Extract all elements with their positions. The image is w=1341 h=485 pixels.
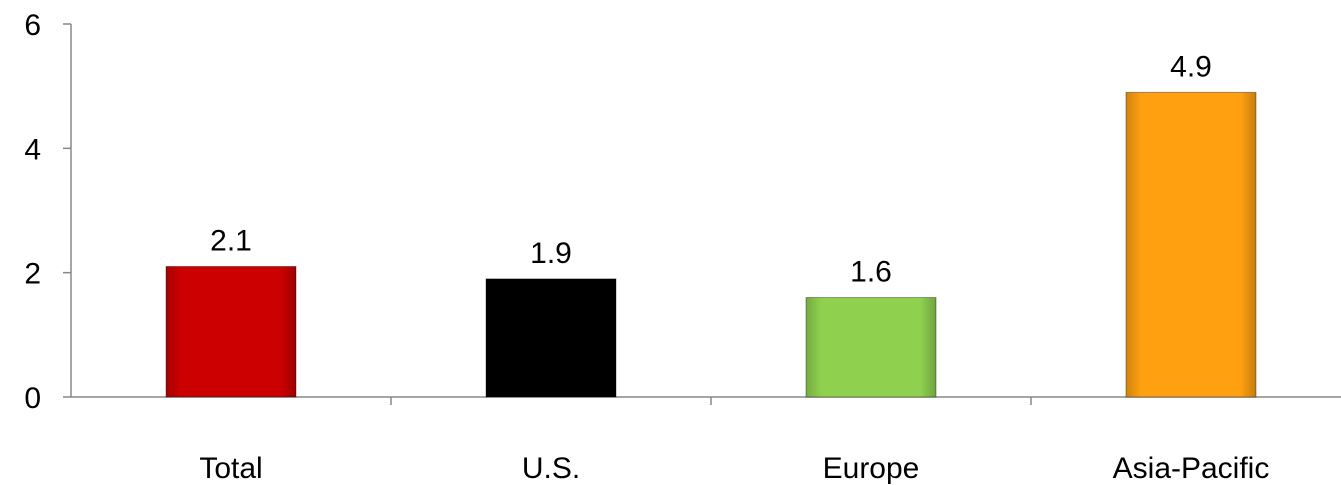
y-tick-label: 0 [24,382,41,415]
y-tick-label: 6 [24,9,41,42]
bar-shading [1126,92,1256,397]
data-label: 1.6 [850,256,892,289]
x-category-label: Europe [823,452,920,485]
y-tick-label: 4 [24,133,41,166]
y-tick-label: 2 [24,258,41,291]
x-category-label: Total [199,452,262,485]
data-label: 2.1 [210,224,252,257]
data-label: 4.9 [1170,50,1212,83]
x-axis [71,396,1341,405]
y-axis: 0 2 4 6 [24,9,72,415]
bar-shading [486,278,616,397]
bars [165,91,1257,398]
labels: 2.1 Total 1.9 U.S. 1.6 Europe 4.9 Asia-Pacific [199,50,1269,485]
data-label: 1.9 [530,237,572,270]
x-category-label: Asia-Pacific [1113,452,1270,485]
x-category-label: U.S. [522,452,580,485]
bar-shading [166,266,296,397]
bar-shading [806,297,936,397]
